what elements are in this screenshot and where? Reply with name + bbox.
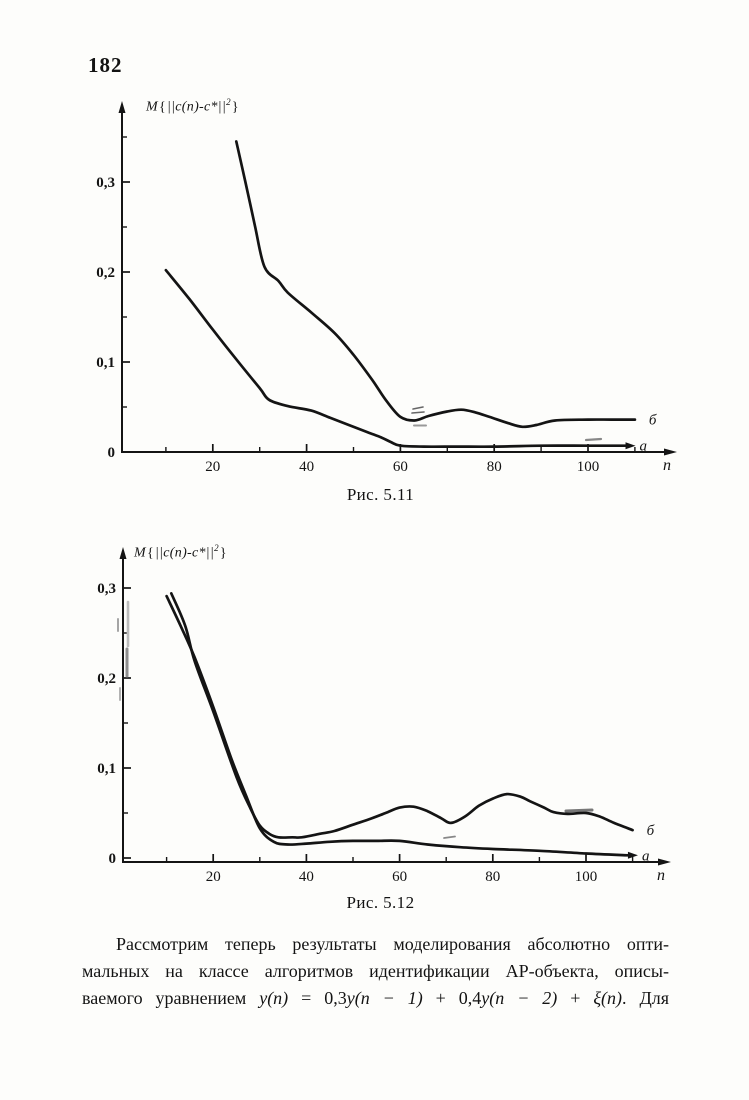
x-tick-label: 80	[485, 869, 500, 885]
y-axis-label: M{||c(n)-c*||2}	[146, 97, 239, 115]
curve-a-arrow	[627, 851, 638, 859]
x-axis-letter: n	[657, 867, 665, 884]
math-term: y(n − 1)	[346, 988, 423, 1008]
figure-5-12-chart: 20 40 60 80 100 0,3 0,2 0,1 0 nаб	[97, 547, 671, 885]
paragraph-line: Рассмотрим теперь результаты моделирован…	[116, 934, 669, 954]
body-paragraph: Рассмотрим теперь результаты моделирован…	[82, 931, 669, 1012]
x-tick-label: 20	[205, 459, 220, 475]
paragraph-line-equation: ваемого уравнением y(n) = 0,3y(n − 1) + …	[82, 988, 669, 1008]
y-tick-label: 0,2	[97, 671, 116, 687]
y-tick-label: 0,3	[97, 581, 116, 597]
scan-artifact	[564, 808, 594, 813]
scan-artifact	[584, 437, 603, 442]
math-term: y(n − 2)	[481, 988, 558, 1008]
x-tick-label: 40	[299, 869, 314, 885]
scan-artifact	[443, 835, 456, 839]
x-axis-arrow	[664, 448, 677, 456]
y-axis-arrow	[118, 101, 126, 113]
x-tick-label: 100	[575, 869, 598, 885]
curve-label-b: б	[649, 413, 657, 429]
page-number: 182	[88, 53, 123, 77]
y-tick-label: 0	[109, 851, 117, 867]
curve-label-a: а	[642, 848, 650, 864]
scan-artifact	[411, 411, 425, 414]
curve-b	[234, 140, 637, 429]
y-tick-label: 0,1	[96, 355, 115, 371]
x-tick-label: 80	[487, 459, 502, 475]
y-axis-arrow	[119, 547, 127, 559]
figure-caption: Рис. 5.12	[346, 893, 415, 912]
curve-a	[165, 594, 630, 857]
x-tick-label: 20	[206, 869, 221, 885]
x-tick-label: 40	[299, 459, 314, 475]
y-axis-label: M{||c(n)-c*||2}	[134, 543, 227, 561]
math-term: y(n)	[259, 988, 289, 1008]
x-axis-letter: n	[663, 457, 671, 474]
curve-b	[169, 592, 634, 839]
curve-label-a: а	[640, 439, 648, 455]
figure-5-11-chart: 20 40 60 80 100 0,3 0,2 0,1 0 nаб	[96, 101, 677, 475]
y-axis-label-m: M	[146, 99, 158, 115]
curve-a	[164, 268, 627, 449]
y-tick-label: 0	[108, 445, 116, 461]
x-axis-arrow	[658, 858, 671, 866]
y-tick-label: 0,3	[96, 175, 115, 191]
x-tick-label: 60	[393, 459, 408, 475]
math-term: ξ(n)	[593, 988, 623, 1008]
figure-caption: Рис. 5.11	[346, 485, 415, 504]
x-tick-label: 100	[577, 459, 600, 475]
x-tick-label: 60	[392, 869, 407, 885]
scan-artifact	[412, 406, 424, 410]
y-axis-label-m: M	[134, 545, 146, 561]
curve-label-b: б	[647, 823, 655, 839]
y-tick-label: 0,2	[96, 265, 115, 281]
paragraph-line: мальных на классе алгоритмов идентификац…	[82, 961, 669, 981]
curve-a-arrow	[625, 442, 636, 450]
y-tick-label: 0,1	[97, 761, 116, 777]
